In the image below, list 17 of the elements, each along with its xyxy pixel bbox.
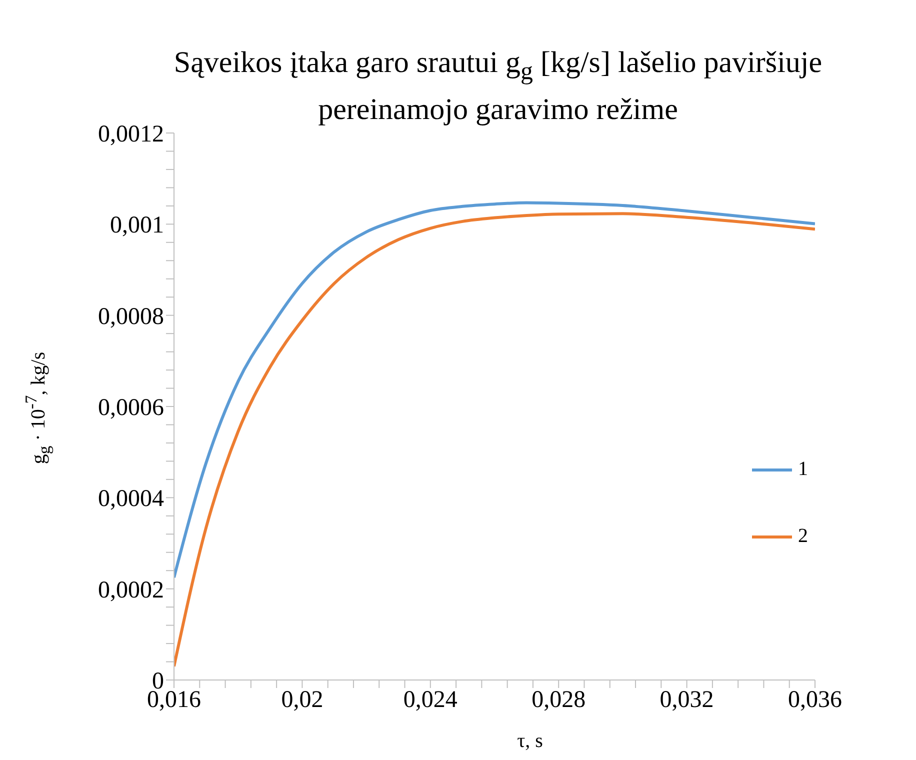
x-tick-label: 0,036 [788, 687, 842, 714]
line-series [174, 212, 815, 668]
y-tick-label: 0,0002 [98, 577, 164, 604]
x-tick-label: 0,028 [532, 687, 586, 714]
chart-title: Sąveikos įtaka garo srautui g$_{g}$ [kg/s] lašelio paviršiuje pereinamojo garavimo režime [174, 46, 822, 126]
x-tick-label: 0,032 [660, 687, 714, 714]
y-tick-label: 0,0004 [98, 486, 164, 512]
x-axis-title: τ, s [517, 730, 543, 753]
line-series [174, 201, 815, 579]
legend-label: 2 [798, 525, 808, 548]
y-tick-label: 0,0006 [98, 395, 164, 422]
x-tick-label: 0,024 [403, 687, 458, 714]
y-tick-label: 0,001 [110, 212, 164, 239]
y-tick-label: 0,0012 [98, 122, 164, 148]
x-tick-label: 0,02 [281, 687, 324, 714]
y-tick-label: 0,0008 [98, 304, 164, 330]
legend-label: 1 [798, 458, 808, 481]
